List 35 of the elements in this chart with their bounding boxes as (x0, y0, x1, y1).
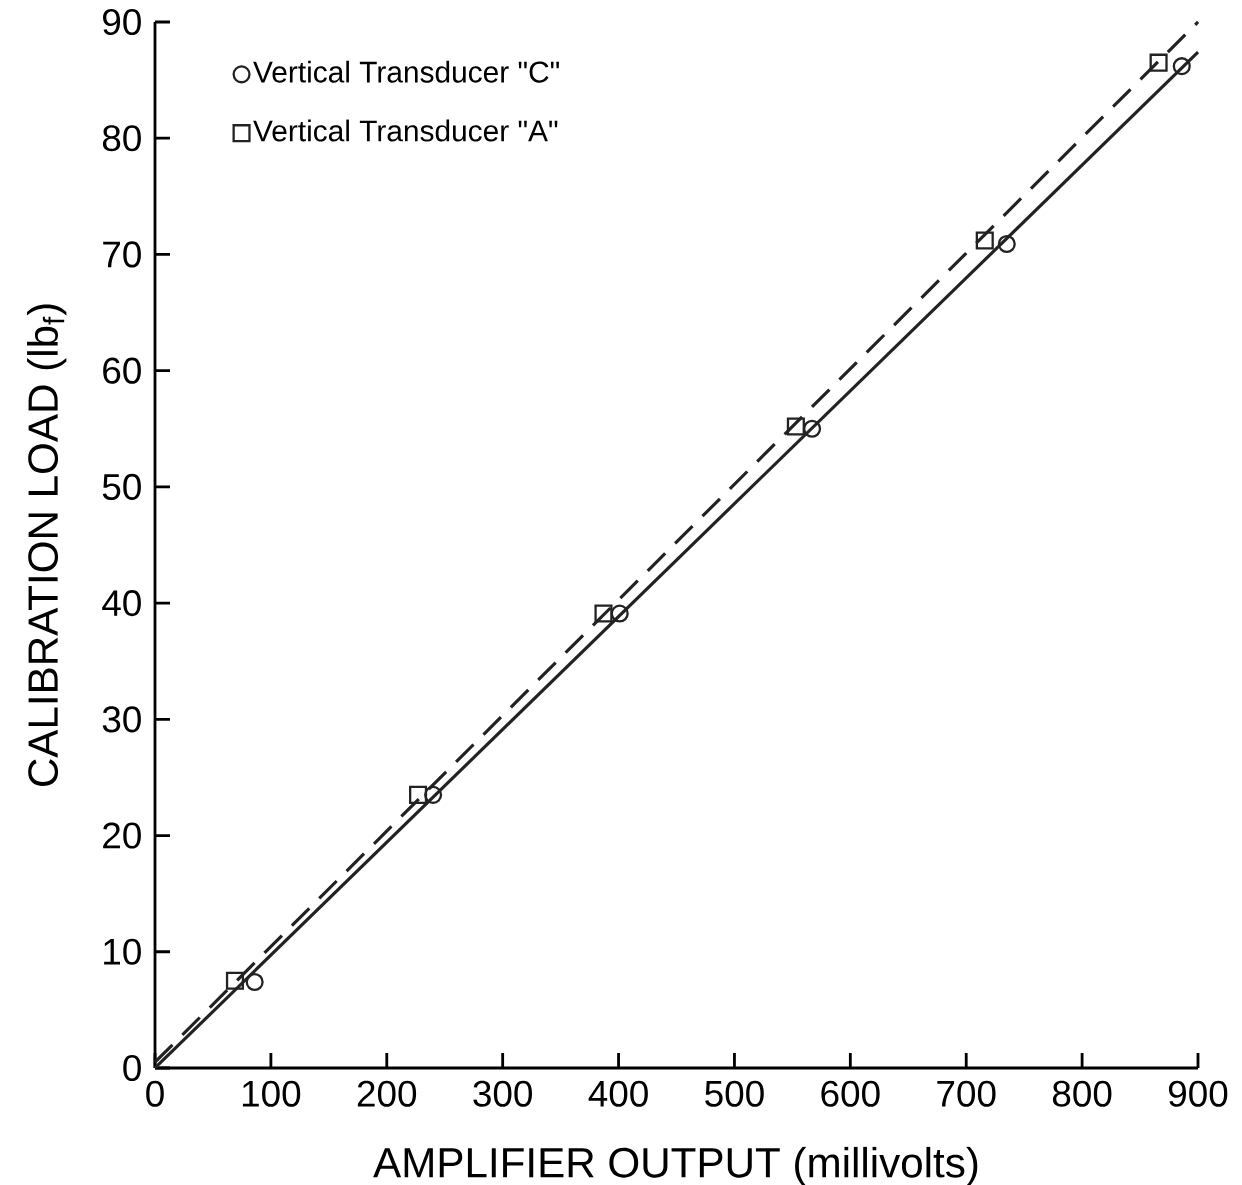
x-tick-label: 700 (937, 1080, 996, 1107)
y-tick-label: 70 (103, 241, 141, 268)
x-tick-label: 100 (242, 1080, 301, 1107)
y-axis-title: CALIBRATION LOAD (lb$_{f}$) (27, 304, 67, 787)
x-tick-label: 900 (1168, 1080, 1228, 1107)
y-tick-label: 80 (102, 125, 141, 152)
x-tick-label: 300 (473, 1080, 532, 1107)
y-tick-label: 20 (103, 822, 141, 849)
point (1172, 57, 1191, 76)
point (424, 785, 443, 804)
point (225, 971, 245, 990)
point (1149, 53, 1168, 72)
x-tick-label: 800 (1052, 1080, 1112, 1107)
point (803, 419, 822, 438)
legend-label: Vertical Transducer "C" (253, 60, 559, 83)
x-tick-label: 500 (705, 1080, 764, 1107)
x-tick-label: 200 (357, 1080, 417, 1107)
point (786, 417, 805, 436)
legend-label: Vertical Transducer "A" (253, 119, 558, 142)
y-tick-label: 40 (102, 590, 141, 617)
point (594, 604, 613, 623)
y-tick-label: 0 (123, 1054, 141, 1082)
y-tick-label: 60 (103, 357, 141, 384)
point (610, 604, 629, 623)
point (975, 231, 994, 250)
x-tick-label: 600 (821, 1080, 880, 1107)
y-tick-label: 50 (102, 473, 141, 500)
y-tick-label: 30 (102, 706, 141, 733)
point (245, 972, 264, 992)
x-tick-label: 400 (588, 1080, 648, 1107)
y-tick-label: 90 (103, 8, 141, 36)
y-tick-label: 10 (104, 938, 141, 965)
point (997, 234, 1016, 254)
point (409, 785, 428, 804)
x-tick-label: 0 (146, 1080, 164, 1107)
